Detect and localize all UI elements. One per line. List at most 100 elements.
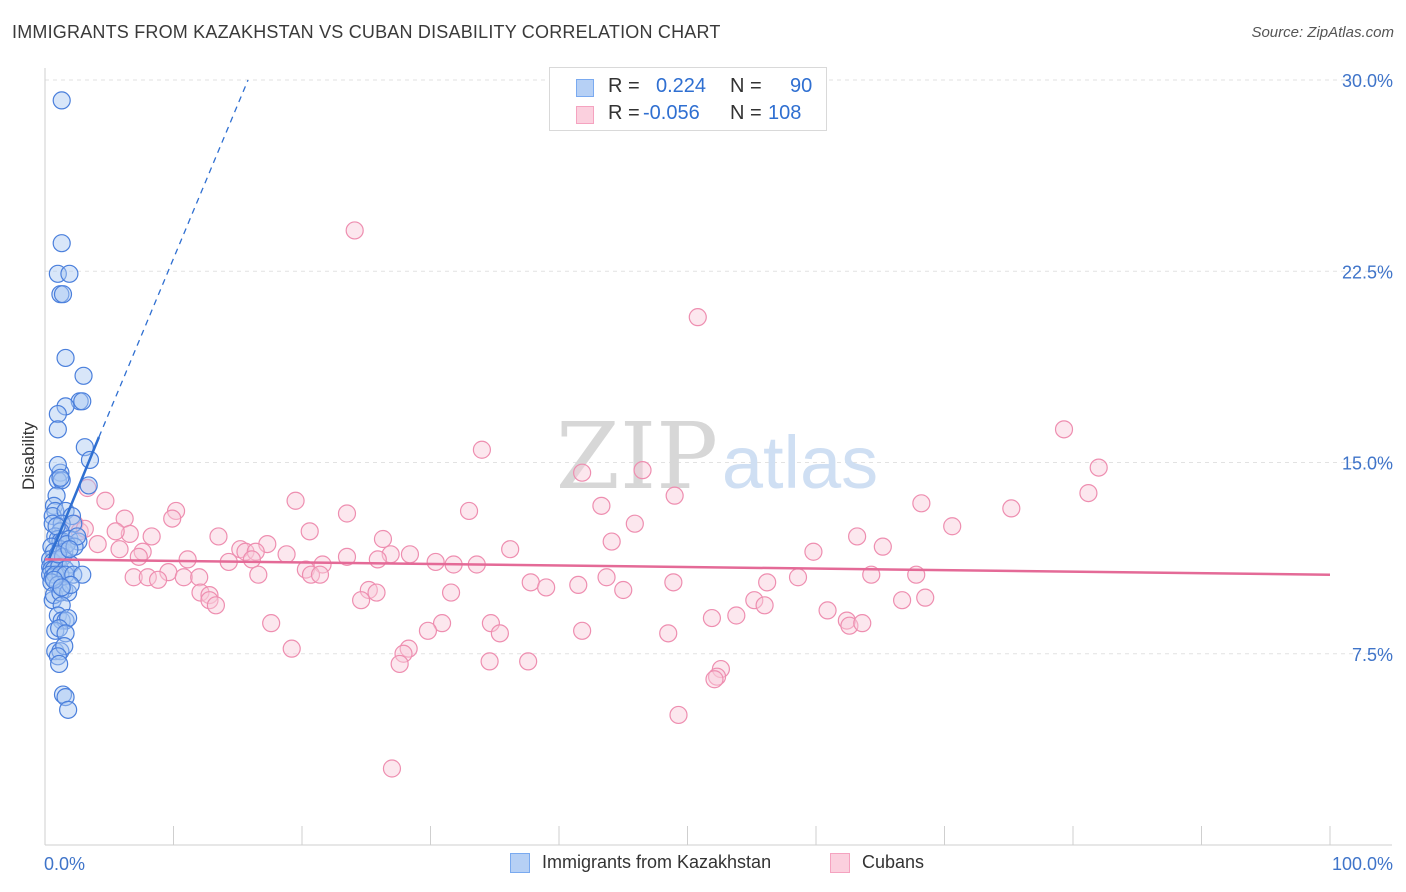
data-point	[262, 614, 281, 633]
correlation-legend: R = 0.224 N = 90 R = -0.056 N = 108	[549, 67, 827, 131]
data-point	[60, 540, 79, 559]
data-point	[110, 540, 129, 559]
data-point	[758, 573, 777, 592]
data-point	[659, 624, 678, 643]
data-point	[345, 221, 364, 240]
data-point	[665, 486, 684, 505]
data-point	[48, 420, 67, 439]
legend-r-label: R =	[608, 102, 640, 124]
data-point	[51, 468, 70, 487]
data-point	[73, 565, 92, 584]
data-point	[48, 647, 67, 666]
y-tick-label: 7.5%	[1352, 645, 1393, 665]
data-point	[432, 614, 452, 633]
data-point	[129, 547, 148, 566]
data-point	[59, 700, 78, 719]
data-point	[818, 601, 837, 620]
data-point	[573, 621, 592, 640]
data-point	[367, 583, 386, 602]
chart-title: IMMIGRANTS FROM KAZAKHSTAN VS CUBAN DISA…	[12, 22, 721, 42]
source-credit: Source: ZipAtlas.com	[1251, 24, 1394, 41]
data-point	[242, 550, 261, 569]
data-point	[705, 670, 724, 689]
watermark-zip: ZIP	[556, 403, 718, 510]
data-point	[788, 568, 808, 587]
data-point	[597, 568, 616, 587]
data-point	[633, 461, 652, 480]
data-point	[625, 514, 644, 533]
data-point	[56, 348, 75, 368]
data-point	[1079, 484, 1098, 503]
watermark: ZIP atlas	[556, 403, 878, 510]
data-point	[231, 540, 250, 559]
data-point	[837, 611, 856, 630]
data-point	[1054, 420, 1074, 439]
trend-line-kazakhstan-extension	[98, 79, 249, 438]
bottom-legend-label: Immigrants from Kazakhstan	[542, 852, 772, 872]
data-point	[614, 580, 633, 600]
data-point	[174, 568, 193, 587]
data-point	[190, 568, 209, 587]
data-point	[394, 644, 413, 663]
data-point	[1002, 499, 1021, 518]
data-point	[52, 578, 71, 597]
grid-lines	[45, 79, 1392, 655]
data-point	[163, 509, 182, 528]
data-point	[441, 583, 461, 602]
data-point	[400, 545, 420, 564]
data-point	[1089, 458, 1108, 477]
data-point	[745, 591, 764, 610]
y-axis-label: Disability	[19, 421, 38, 490]
data-point	[277, 545, 296, 564]
data-point	[873, 537, 892, 556]
legend-row-kazakhstan: R = 0.224 N = 90	[550, 75, 826, 101]
trend-line-cubans	[44, 558, 1331, 576]
data-point	[892, 591, 912, 610]
data-point	[480, 652, 499, 671]
data-point	[282, 639, 301, 658]
legend-r-label: R =	[608, 75, 640, 97]
data-point	[249, 565, 268, 584]
kazakhstan-points	[41, 91, 100, 719]
data-point	[106, 522, 125, 541]
legend-n-label: N =	[730, 102, 762, 124]
data-point	[669, 705, 688, 725]
data-point	[337, 547, 357, 566]
data-point	[300, 522, 319, 541]
data-point	[702, 608, 722, 628]
axes	[44, 68, 1392, 846]
data-point	[120, 524, 139, 544]
data-point	[206, 596, 226, 615]
data-point	[521, 573, 540, 592]
data-point	[459, 501, 479, 521]
data-point	[200, 585, 219, 605]
legend-n-label: N =	[730, 75, 762, 97]
data-point	[664, 573, 683, 592]
data-point	[537, 578, 556, 597]
data-point	[943, 517, 962, 536]
watermark-atlas: atlas	[722, 421, 878, 504]
data-point	[573, 463, 592, 482]
data-point	[688, 308, 707, 327]
data-point	[310, 565, 330, 584]
bottom-swatch-pink	[830, 853, 850, 873]
data-point	[52, 91, 71, 110]
data-point	[368, 550, 387, 569]
data-point	[50, 654, 69, 674]
data-point	[88, 534, 107, 554]
data-point	[48, 404, 67, 424]
data-point	[96, 491, 115, 510]
data-point	[426, 552, 445, 572]
data-point	[399, 639, 418, 658]
y-tick-label: 15.0%	[1342, 454, 1393, 474]
legend-n-value: 108	[768, 102, 802, 124]
bottom-legend-label: Cubans	[862, 852, 925, 872]
cubans-points	[65, 221, 1108, 778]
data-point	[472, 440, 491, 459]
data-point	[804, 542, 823, 561]
data-point	[916, 588, 935, 607]
data-point	[53, 285, 73, 304]
data-point	[373, 529, 393, 549]
y-tick-label: 30.0%	[1342, 71, 1393, 91]
